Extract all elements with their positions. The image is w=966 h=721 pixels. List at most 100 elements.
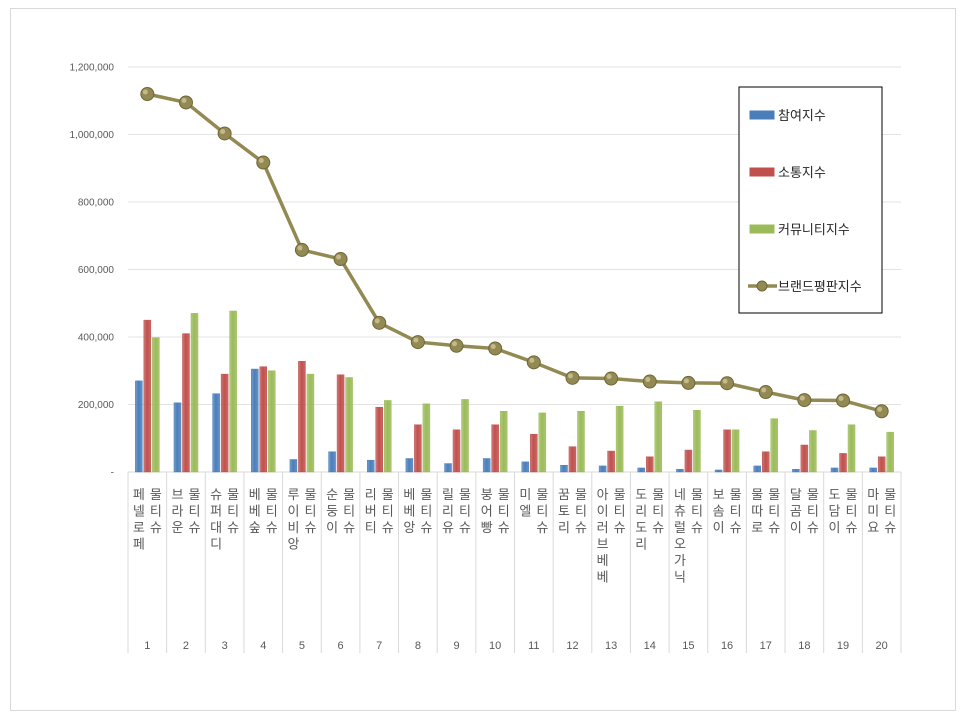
legend-label: 커뮤니티지수 [778,223,850,238]
category-label-char: 티 [691,505,703,520]
category-label-char: 리 [635,538,647,553]
category-label-char: 티 [382,505,394,520]
category-index: 3 [222,640,228,652]
category-index: 13 [605,640,617,652]
bar-2 [298,361,306,473]
category-index: 5 [299,640,305,652]
category-label-char: 슈 [807,521,819,536]
legend-label: 참여지수 [778,109,826,124]
line-point-highlight [258,158,264,164]
legend-swatch [749,110,775,120]
category-label-char: 디 [210,538,222,553]
category-label-char: 앙 [403,521,415,536]
line-point [526,355,541,370]
category-label-char: 슈 [768,521,780,536]
category-label-char: 슈 [575,521,587,536]
line-point-highlight [606,374,612,380]
category-label-char: 물 [691,488,703,503]
category-label-char: 리 [558,521,570,536]
category-label-char: 슈 [304,521,316,536]
chart-frame: - 200,000 400,000 600,000 800,000 1,000,000 1,… [10,8,956,711]
category-label-char: 티 [768,505,780,520]
bar-2 [800,444,809,473]
bar-1 [792,469,800,473]
category-label-char: 슈 [652,521,664,536]
bar-2 [220,373,229,473]
line-point [140,87,155,101]
chart-svg: - 200,000 400,000 600,000 800,000 1,000,000 1,… [70,63,902,653]
bar-1 [444,463,452,473]
category-label-char: 도 [635,488,647,503]
category-label-char: 아 [597,488,609,503]
category-index: 16 [721,640,733,652]
line-point-highlight [722,378,728,384]
category-label-char: 미 [867,505,879,520]
category-label-char: 물 [652,488,664,503]
line-point [410,335,425,350]
category-label-char: 가 [674,554,686,569]
category-label-char: 페 [133,488,145,503]
category-label-char: 루 [287,488,299,503]
category-label-char: 릴 [442,488,454,503]
category-label-char: 티 [846,505,858,520]
category-label-char: 물 [807,488,819,503]
bar-3 [383,400,392,473]
bar-2 [684,449,693,473]
bar-1 [135,380,143,473]
line-point-highlight [799,395,805,401]
legend-box [738,86,883,314]
line-point-highlight [683,378,689,384]
category-label-char: 물 [498,488,510,503]
category-label-char: 닉 [674,571,686,586]
category-index: 1 [144,640,150,652]
bar-2 [761,451,770,473]
category-label-char: 로 [751,521,763,536]
category-label-char: 이 [597,505,609,520]
category-label-char: 도 [829,488,841,503]
bar-3 [538,412,547,473]
category-label-char: 슈 [691,521,703,536]
category-label-char: 꿈 [558,488,570,503]
line-point [797,393,812,408]
category-index: 14 [644,640,656,652]
category-label-char: 리 [442,505,454,520]
category-label-char: 티 [459,505,471,520]
category-label-char: 리 [635,505,647,520]
bar-3 [654,401,663,473]
category-label-char: 티 [652,505,664,520]
bar-3 [152,337,160,473]
bar-series [135,310,894,473]
line-point [256,155,271,170]
category-label-char: 보 [713,488,725,503]
category-label-char: 페 [133,538,145,553]
bar-3 [577,411,585,473]
legend-marker [756,280,768,292]
category-index: 6 [338,640,344,652]
category-label-char: 브 [171,488,183,503]
category-label-char: 물 [459,488,471,503]
bar-3 [229,310,237,473]
bar-2 [491,424,499,473]
category-index: 4 [260,640,266,652]
category-label-char: 슈 [266,521,278,536]
category-label-char: 슈 [884,521,896,536]
line-point [758,385,773,400]
category-label-char: 럴 [674,521,686,536]
category-label-char: 물 [266,488,278,503]
line-point-highlight [567,373,573,379]
category-label-char: 물 [730,488,742,503]
legend-label: 브랜드평판지수 [778,280,862,295]
bar-2 [839,453,847,473]
category-label-char: 티 [420,505,432,520]
bar-2 [414,424,422,473]
category-label-char: 물 [614,488,626,503]
line-point [372,315,387,330]
category-label-char: 츄 [674,505,686,520]
line-point-highlight [374,318,380,324]
bar-1 [753,465,761,473]
category-label-char: 슈 [188,521,200,536]
category-label-char: 이 [790,521,802,536]
bar-3 [190,313,199,473]
